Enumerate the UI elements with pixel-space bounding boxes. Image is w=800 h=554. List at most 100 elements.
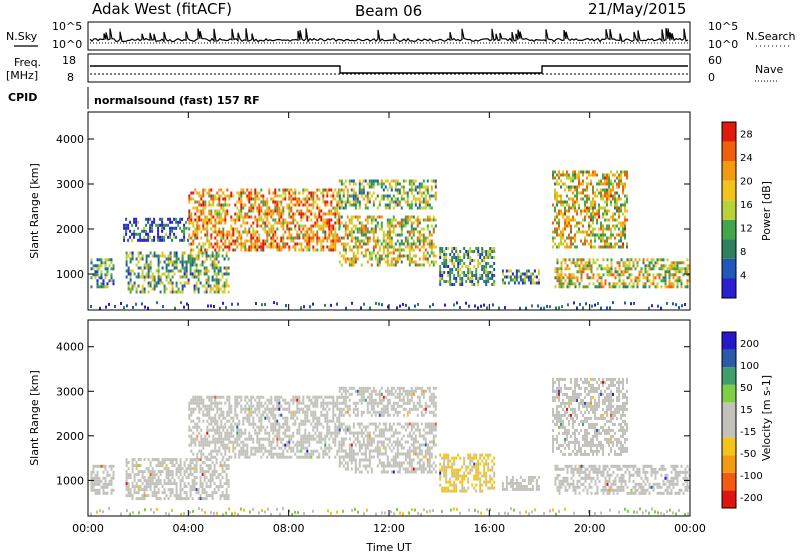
echo-cell bbox=[238, 455, 241, 459]
echo-cell bbox=[426, 242, 429, 246]
echo-cell bbox=[368, 197, 371, 201]
echo-cell bbox=[560, 261, 563, 265]
echo-cell bbox=[636, 285, 639, 289]
echo-cell bbox=[628, 267, 631, 271]
echo-cell bbox=[620, 224, 622, 228]
echo-cell bbox=[228, 230, 231, 234]
echo-cell bbox=[310, 194, 313, 198]
echo-cell bbox=[98, 258, 101, 262]
echo-cell bbox=[374, 245, 377, 249]
echo-cell bbox=[328, 419, 331, 423]
echo-cell bbox=[125, 217, 128, 221]
echo-cell bbox=[332, 248, 335, 252]
echo-cell bbox=[614, 224, 616, 228]
echo-cell bbox=[382, 239, 385, 243]
echo-cell bbox=[310, 410, 313, 414]
echo-cell bbox=[344, 257, 347, 261]
echo-cell bbox=[110, 279, 113, 283]
echo-cell bbox=[576, 200, 578, 204]
echo-cell bbox=[191, 485, 194, 489]
echo-cell bbox=[596, 279, 599, 283]
echo-cell bbox=[306, 242, 309, 246]
echo-cell bbox=[224, 197, 227, 201]
echo-cell bbox=[207, 485, 210, 489]
echo-cell bbox=[139, 479, 142, 483]
echo-cell bbox=[232, 194, 235, 198]
echo-cell bbox=[129, 278, 132, 282]
echo-cell bbox=[554, 267, 557, 271]
echo-cell bbox=[254, 410, 257, 414]
echo-cell bbox=[360, 221, 363, 225]
echo-cell bbox=[217, 254, 220, 258]
echo-cell bbox=[554, 194, 556, 198]
echo-cell bbox=[620, 203, 622, 207]
echo-cell bbox=[439, 250, 442, 253]
echo-cell bbox=[213, 470, 216, 474]
echo-cell bbox=[125, 275, 128, 279]
echo-cell bbox=[489, 250, 492, 253]
echo-cell bbox=[224, 446, 227, 450]
echo-cell bbox=[196, 455, 199, 459]
ground-scatter-cell bbox=[264, 303, 266, 306]
echo-cell bbox=[634, 276, 637, 280]
echo-cell bbox=[354, 203, 357, 207]
echo-cell bbox=[580, 279, 583, 283]
echo-cell bbox=[306, 230, 309, 234]
echo-cell bbox=[252, 227, 255, 231]
echo-cell bbox=[198, 200, 201, 204]
echo-cell bbox=[596, 285, 599, 289]
echo-cell bbox=[461, 283, 464, 286]
echo-cell bbox=[306, 236, 309, 240]
echo-cell bbox=[252, 440, 255, 444]
echo-cell bbox=[477, 250, 480, 253]
echo-cell bbox=[147, 272, 150, 276]
echo-cell bbox=[578, 282, 581, 286]
echo-cell bbox=[210, 419, 213, 423]
echo-cell bbox=[163, 272, 166, 276]
echo-cell bbox=[254, 428, 257, 432]
echo-cell bbox=[270, 401, 273, 405]
echo-cell bbox=[368, 239, 371, 243]
echo-cell bbox=[276, 428, 279, 432]
echo-cell bbox=[374, 239, 377, 243]
echo-cell bbox=[226, 233, 229, 237]
echo-cell bbox=[294, 398, 297, 402]
echo-cell bbox=[302, 419, 305, 423]
echo-cell bbox=[368, 254, 371, 258]
echo-cell bbox=[342, 224, 345, 228]
echo-cell bbox=[296, 398, 299, 402]
echo-cell bbox=[96, 273, 99, 277]
echo-cell bbox=[298, 449, 301, 453]
echo-cell bbox=[338, 236, 341, 240]
echo-cell bbox=[455, 259, 458, 262]
echo-cell bbox=[564, 261, 567, 265]
echo-cell bbox=[606, 267, 609, 271]
echo-cell bbox=[189, 461, 192, 465]
echo-cell bbox=[459, 277, 462, 280]
echo-cell bbox=[572, 203, 574, 207]
echo-cell bbox=[286, 455, 289, 459]
echo-cell bbox=[191, 488, 194, 492]
echo-cell bbox=[202, 194, 205, 198]
echo-cell bbox=[664, 273, 667, 277]
echo-cell bbox=[137, 491, 140, 495]
echo-cell bbox=[428, 197, 431, 201]
echo-cell bbox=[326, 401, 329, 405]
echo-cell bbox=[220, 440, 223, 444]
echo-cell bbox=[125, 254, 128, 258]
echo-cell bbox=[173, 217, 176, 221]
echo-cell bbox=[336, 239, 339, 243]
echo-cell bbox=[290, 236, 293, 240]
echo-cell bbox=[302, 248, 305, 252]
echo-cell bbox=[418, 203, 421, 207]
echo-cell bbox=[266, 449, 269, 453]
echo-cell bbox=[350, 461, 353, 465]
echo-cell bbox=[336, 395, 339, 399]
echo-cell bbox=[131, 254, 134, 258]
echo-cell bbox=[201, 473, 204, 477]
echo-cell bbox=[564, 209, 566, 213]
echo-cell bbox=[348, 248, 351, 252]
echo-cell bbox=[96, 479, 99, 483]
echo-cell bbox=[102, 488, 105, 492]
echo-cell bbox=[258, 191, 261, 195]
